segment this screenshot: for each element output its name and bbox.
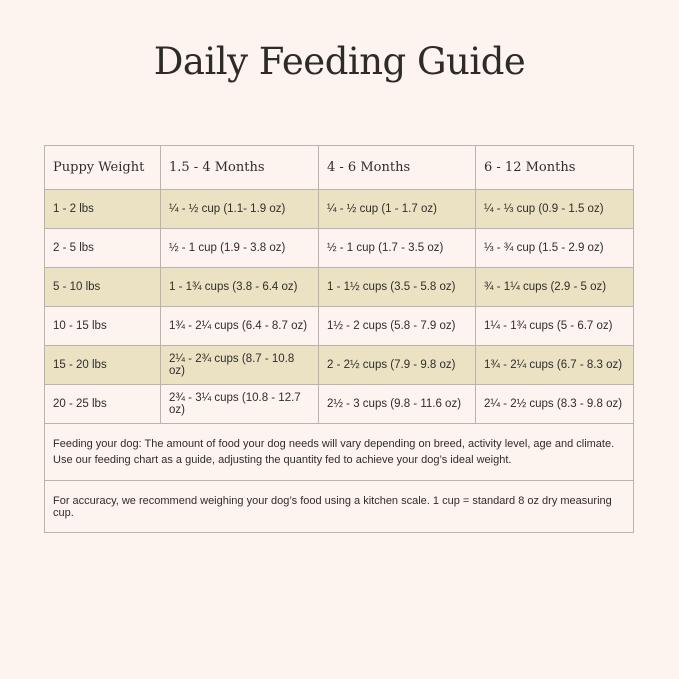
table-cell: 1 - 1½ cups (3.5 - 5.8 oz) [318,267,476,307]
feeding-note: Feeding your dog: The amount of food you… [44,423,634,481]
table-cell: 1½ - 2 cups (5.8 - 7.9 oz) [318,306,476,346]
table-cell: 2 - 5 lbs [44,228,161,268]
table-cell: 1 - 1¾ cups (3.8 - 6.4 oz) [160,267,319,307]
table-row: 10 - 15 lbs 1¾ - 2¼ cups (6.4 - 8.7 oz) … [44,306,634,346]
column-header-4-6-months: 4 - 6 Months [318,145,476,190]
table-cell: ⅓ - ¾ cup (1.5 - 2.9 oz) [475,228,634,268]
table-header-row: Puppy Weight 1.5 - 4 Months 4 - 6 Months… [44,145,634,190]
table-cell: 1 - 2 lbs [44,189,161,229]
table-cell: 2¾ - 3¼ cups (10.8 - 12.7 oz) [160,384,319,424]
feeding-table: Puppy Weight 1.5 - 4 Months 4 - 6 Months… [44,145,634,533]
table-cell: 20 - 25 lbs [44,384,161,424]
table-cell: 1¾ - 2¼ cups (6.7 - 8.3 oz) [475,345,634,385]
column-header-1-5-4-months: 1.5 - 4 Months [160,145,319,190]
page-title: Daily Feeding Guide [153,40,526,83]
table-cell: 1¼ - 1¾ cups (5 - 6.7 oz) [475,306,634,346]
table-cell: ½ - 1 cup (1.7 - 3.5 oz) [318,228,476,268]
feeding-note-row: Feeding your dog: The amount of food you… [44,423,634,481]
table-cell: 5 - 10 lbs [44,267,161,307]
table-cell: 2¼ - 2¾ cups (8.7 - 10.8 oz) [160,345,319,385]
table-row: 2 - 5 lbs ½ - 1 cup (1.9 - 3.8 oz) ½ - 1… [44,228,634,268]
table-cell: 2 - 2½ cups (7.9 - 9.8 oz) [318,345,476,385]
table-cell: ¼ - ½ cup (1.1- 1.9 oz) [160,189,319,229]
table-row: 1 - 2 lbs ¼ - ½ cup (1.1- 1.9 oz) ¼ - ½ … [44,189,634,229]
table-cell: 1¾ - 2¼ cups (6.4 - 8.7 oz) [160,306,319,346]
table-row: 15 - 20 lbs 2¼ - 2¾ cups (8.7 - 10.8 oz)… [44,345,634,385]
table-cell: ¾ - 1¼ cups (2.9 - 5 oz) [475,267,634,307]
table-row: 20 - 25 lbs 2¾ - 3¼ cups (10.8 - 12.7 oz… [44,384,634,424]
column-header-6-12-months: 6 - 12 Months [475,145,634,190]
column-header-weight: Puppy Weight [44,145,161,190]
table-cell: 2½ - 3 cups (9.8 - 11.6 oz) [318,384,476,424]
table-cell: 10 - 15 lbs [44,306,161,346]
table-cell: ½ - 1 cup (1.9 - 3.8 oz) [160,228,319,268]
accuracy-note-row: For accuracy, we recommend weighing your… [44,480,634,533]
table-cell: 15 - 20 lbs [44,345,161,385]
table-cell: ¼ - ⅓ cup (0.9 - 1.5 oz) [475,189,634,229]
table-cell: ¼ - ½ cup (1 - 1.7 oz) [318,189,476,229]
accuracy-note: For accuracy, we recommend weighing your… [44,480,634,533]
table-cell: 2¼ - 2½ cups (8.3 - 9.8 oz) [475,384,634,424]
table-row: 5 - 10 lbs 1 - 1¾ cups (3.8 - 6.4 oz) 1 … [44,267,634,307]
